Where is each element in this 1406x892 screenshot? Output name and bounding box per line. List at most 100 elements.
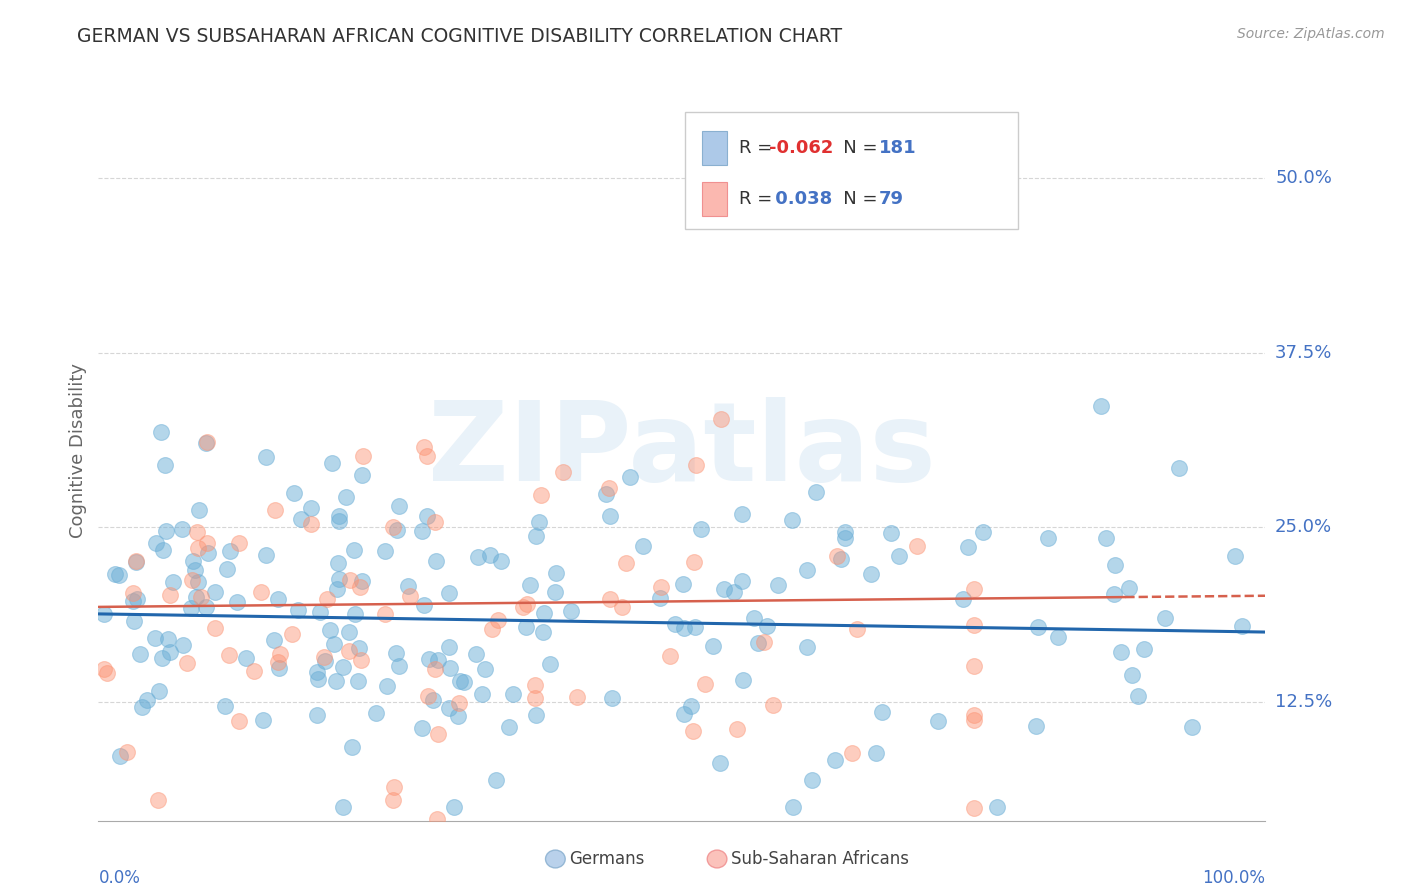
Point [567, 690, 589, 705]
Point [374, 544, 396, 558]
Point [713, 582, 735, 596]
Point [498, 720, 520, 734]
Text: R =: R = [738, 190, 778, 208]
Point [235, 651, 257, 665]
Point [412, 440, 434, 454]
Point [762, 698, 785, 712]
Point [190, 590, 212, 604]
Point [121, 585, 143, 599]
Point [530, 488, 553, 502]
Point [148, 683, 170, 698]
Point [364, 706, 387, 720]
Point [314, 654, 336, 668]
Point [349, 641, 371, 656]
Point [731, 507, 754, 521]
Point [766, 577, 789, 591]
Point [321, 456, 343, 470]
Point [962, 582, 984, 597]
Point [796, 563, 818, 577]
Point [349, 581, 371, 595]
Point [269, 647, 291, 661]
Point [731, 673, 754, 687]
Point [796, 640, 818, 655]
Point [800, 773, 823, 788]
Text: 79: 79 [879, 190, 904, 208]
Point [124, 614, 146, 628]
Point [316, 592, 339, 607]
Point [299, 516, 322, 531]
Point [710, 411, 733, 425]
Point [962, 659, 984, 673]
Point [474, 663, 496, 677]
Point [283, 485, 305, 500]
Text: R =: R = [738, 139, 778, 157]
Point [467, 549, 489, 564]
Point [254, 548, 277, 562]
Point [204, 621, 226, 635]
Point [228, 714, 250, 728]
Point [252, 714, 274, 728]
Point [307, 673, 329, 687]
Point [672, 576, 695, 591]
Point [962, 713, 984, 727]
Point [1121, 667, 1143, 681]
Point [399, 589, 422, 603]
Point [685, 458, 707, 472]
Point [1118, 581, 1140, 595]
Point [254, 450, 277, 464]
Point [631, 539, 654, 553]
Text: 0.0%: 0.0% [98, 869, 141, 887]
Point [1102, 587, 1125, 601]
Point [350, 574, 373, 588]
Point [384, 646, 406, 660]
Point [152, 543, 174, 558]
Point [307, 665, 329, 679]
Point [870, 706, 893, 720]
Point [453, 675, 475, 690]
Point [709, 756, 731, 770]
Point [314, 649, 336, 664]
Point [747, 636, 769, 650]
Point [266, 655, 288, 669]
Point [887, 549, 910, 563]
Point [1025, 719, 1047, 733]
Point [323, 637, 346, 651]
Point [411, 524, 433, 538]
Point [124, 555, 146, 569]
Point [486, 613, 509, 627]
Point [650, 580, 672, 594]
Point [543, 585, 565, 599]
Point [1180, 721, 1202, 735]
Point [846, 622, 869, 636]
Text: 50.0%: 50.0% [1275, 169, 1331, 187]
Point [731, 574, 754, 588]
Point [186, 524, 208, 539]
Point [423, 516, 446, 530]
Point [465, 647, 488, 661]
Point [172, 638, 194, 652]
Point [752, 635, 775, 649]
Point [551, 465, 574, 479]
Point [723, 585, 745, 599]
Point [443, 799, 465, 814]
Point [228, 535, 250, 549]
Text: 37.5%: 37.5% [1275, 343, 1333, 361]
Point [347, 674, 370, 689]
Point [339, 644, 361, 658]
Point [682, 555, 704, 569]
Point [328, 514, 350, 528]
Point [162, 574, 184, 589]
Point [129, 647, 152, 661]
Point [388, 659, 411, 673]
Point [679, 699, 702, 714]
Text: Source: ZipAtlas.com: Source: ZipAtlas.com [1237, 27, 1385, 41]
Point [195, 436, 218, 450]
Point [1046, 630, 1069, 644]
Point [350, 653, 373, 667]
Point [600, 691, 623, 706]
Point [266, 591, 288, 606]
Point [533, 606, 555, 620]
Point [1154, 611, 1177, 625]
Point [1111, 644, 1133, 658]
Point [281, 627, 304, 641]
